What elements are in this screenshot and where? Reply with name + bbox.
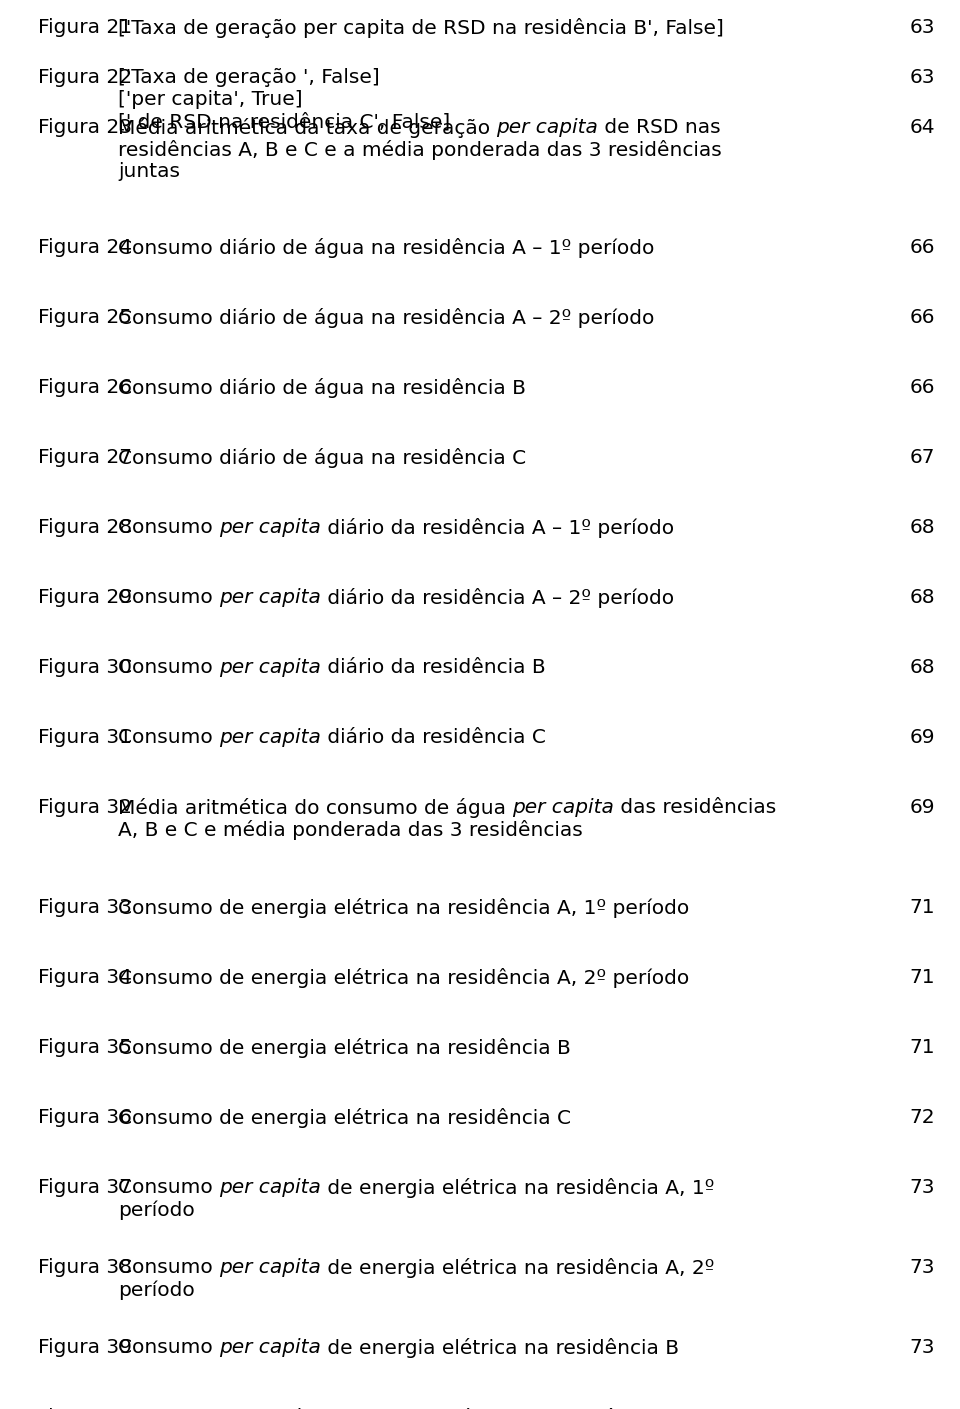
- Text: per capita: per capita: [219, 519, 321, 537]
- Text: de energia elétrica na residência A, 2º: de energia elétrica na residência A, 2º: [321, 1258, 714, 1278]
- Text: Consumo diário de água na residência C: Consumo diário de água na residência C: [118, 448, 526, 468]
- Text: 69: 69: [909, 728, 935, 747]
- Text: Figura 36: Figura 36: [38, 1107, 132, 1127]
- Text: 71: 71: [909, 1038, 935, 1057]
- Text: Figura 30: Figura 30: [38, 658, 132, 676]
- Text: Figura 32: Figura 32: [38, 797, 132, 817]
- Text: [' de RSD na residência C', False]: [' de RSD na residência C', False]: [118, 111, 450, 131]
- Text: Consumo de energia elétrica na residência A, 2º período: Consumo de energia elétrica na residênci…: [118, 968, 689, 988]
- Text: diário da residência C: diário da residência C: [321, 728, 546, 747]
- Text: 66: 66: [909, 309, 935, 327]
- Text: 68: 68: [909, 588, 935, 607]
- Text: 63: 63: [909, 68, 935, 87]
- Text: diário da residência B: diário da residência B: [321, 658, 545, 676]
- Text: 66: 66: [909, 238, 935, 256]
- Text: 73: 73: [909, 1178, 935, 1198]
- Text: per capita: per capita: [513, 797, 614, 817]
- Text: diário da residência A – 1º período: diário da residência A – 1º período: [321, 519, 674, 538]
- Text: 71: 71: [909, 968, 935, 986]
- Text: per capita: per capita: [219, 588, 321, 607]
- Text: 63: 63: [909, 18, 935, 37]
- Text: 72: 72: [909, 1107, 935, 1127]
- Text: ['Taxa de geração per capita de RSD na residência B', False]: ['Taxa de geração per capita de RSD na r…: [118, 18, 724, 38]
- Text: Consumo: Consumo: [118, 728, 219, 747]
- Text: Consumo diário de água na residência A – 2º período: Consumo diário de água na residência A –…: [118, 309, 655, 328]
- Text: Figura 25: Figura 25: [38, 309, 132, 327]
- Text: período: período: [118, 1200, 195, 1220]
- Text: diário da residência A – 2º período: diário da residência A – 2º período: [321, 588, 674, 609]
- Text: Consumo de energia elétrica na residência C: Consumo de energia elétrica na residênci…: [118, 1107, 571, 1129]
- Text: Figura 33: Figura 33: [38, 898, 132, 917]
- Text: juntas: juntas: [118, 162, 180, 180]
- Text: Figura 21: Figura 21: [38, 18, 132, 37]
- Text: Figura 22: Figura 22: [38, 68, 132, 87]
- Text: Consumo: Consumo: [118, 519, 219, 537]
- Text: Figura 26: Figura 26: [38, 378, 132, 397]
- Text: 68: 68: [909, 519, 935, 537]
- Text: Figura 24: Figura 24: [38, 238, 132, 256]
- Text: 64: 64: [909, 118, 935, 137]
- Text: per capita: per capita: [219, 728, 321, 747]
- Text: das residências: das residências: [614, 797, 777, 817]
- Text: Média aritmética da taxa de geração: Média aritmética da taxa de geração: [118, 118, 496, 138]
- Text: Figura 38: Figura 38: [38, 1258, 132, 1277]
- Text: per capita: per capita: [219, 658, 321, 676]
- Text: Figura 28: Figura 28: [38, 519, 132, 537]
- Text: Média aritmética do consumo de água: Média aritmética do consumo de água: [118, 797, 513, 819]
- Text: ['Taxa de geração ', False]: ['Taxa de geração ', False]: [118, 68, 380, 87]
- Text: 71: 71: [909, 898, 935, 917]
- Text: Figura 37: Figura 37: [38, 1178, 132, 1198]
- Text: Consumo diário de água na residência B: Consumo diário de água na residência B: [118, 378, 526, 397]
- Text: per capita: per capita: [219, 1339, 321, 1357]
- Text: período: período: [118, 1279, 195, 1299]
- Text: Consumo: Consumo: [118, 1178, 219, 1198]
- Text: 67: 67: [909, 448, 935, 466]
- Text: per capita: per capita: [496, 118, 598, 137]
- Text: Consumo diário de água na residência A – 1º período: Consumo diário de água na residência A –…: [118, 238, 655, 258]
- Text: de energia elétrica na residência B: de energia elétrica na residência B: [321, 1339, 679, 1358]
- Text: Consumo de energia elétrica na residência B: Consumo de energia elétrica na residênci…: [118, 1038, 571, 1058]
- Text: Consumo: Consumo: [118, 588, 219, 607]
- Text: Figura 31: Figura 31: [38, 728, 132, 747]
- Text: residências A, B e C e a média ponderada das 3 residências: residências A, B e C e a média ponderada…: [118, 139, 722, 161]
- Text: de RSD nas: de RSD nas: [598, 118, 721, 137]
- Text: Figura 39: Figura 39: [38, 1339, 132, 1357]
- Text: de energia elétrica na residência A, 1º: de energia elétrica na residência A, 1º: [321, 1178, 714, 1198]
- Text: 68: 68: [909, 658, 935, 676]
- Text: ['per capita', True]: ['per capita', True]: [118, 90, 302, 108]
- Text: 73: 73: [909, 1339, 935, 1357]
- Text: Figura 35: Figura 35: [38, 1038, 132, 1057]
- Text: Consumo: Consumo: [118, 658, 219, 676]
- Text: Figura 29: Figura 29: [38, 588, 132, 607]
- Text: per capita: per capita: [219, 1178, 321, 1198]
- Text: Figura 27: Figura 27: [38, 448, 132, 466]
- Text: 69: 69: [909, 797, 935, 817]
- Text: Consumo: Consumo: [118, 1339, 219, 1357]
- Text: A, B e C e média ponderada das 3 residências: A, B e C e média ponderada das 3 residên…: [118, 820, 583, 840]
- Text: Consumo de energia elétrica na residência A, 1º período: Consumo de energia elétrica na residênci…: [118, 898, 689, 919]
- Text: Figura 23: Figura 23: [38, 118, 132, 137]
- Text: Figura 34: Figura 34: [38, 968, 132, 986]
- Text: per capita: per capita: [219, 1258, 321, 1277]
- Text: Consumo: Consumo: [118, 1258, 219, 1277]
- Text: 66: 66: [909, 378, 935, 397]
- Text: 73: 73: [909, 1258, 935, 1277]
